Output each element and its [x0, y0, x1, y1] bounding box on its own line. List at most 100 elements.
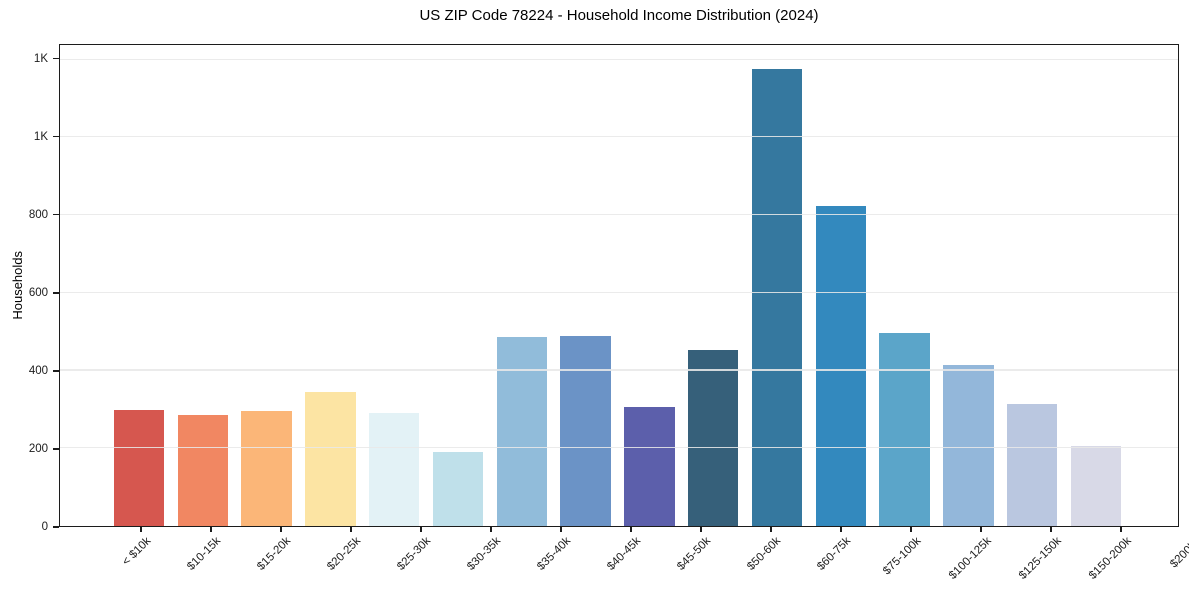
x-tick-slot [736, 527, 806, 532]
bar-slot [554, 45, 618, 526]
bars-container [60, 45, 1178, 526]
bar-slot [618, 45, 682, 526]
x-tick-slot [806, 527, 876, 532]
x-tick-label: $40-45k [605, 535, 644, 573]
x-label-slot: $20-25k [316, 533, 386, 589]
x-tick-slot [456, 527, 526, 532]
bar-slot [1000, 45, 1064, 526]
x-tick-mark [140, 527, 142, 532]
x-tick-label: $10-15k [185, 535, 224, 573]
gridline [60, 58, 1178, 60]
x-label-slot: < $10k [106, 533, 176, 589]
y-tick-mark [53, 292, 59, 294]
bar [815, 205, 867, 526]
x-label-slot: $10-15k [176, 533, 246, 589]
x-tick-mark [210, 527, 212, 532]
x-tick-label: $60-75k [815, 535, 854, 573]
x-label-slot: $200k+ [1156, 533, 1189, 589]
x-tick-label: $45-50k [675, 535, 714, 573]
gridline [60, 369, 1178, 371]
x-tick-mark [1120, 527, 1122, 532]
x-tick-mark [280, 527, 282, 532]
x-axis-ticks [59, 527, 1189, 532]
y-axis: 0 200 400 600 800 1K 1K [0, 44, 59, 533]
x-tick-mark [490, 527, 492, 532]
gridline [60, 136, 1178, 138]
bar [1007, 404, 1058, 526]
x-label-slot: $150-200k [1086, 533, 1156, 589]
x-tick-slot [106, 527, 176, 532]
x-tick-mark [910, 527, 912, 532]
bar-slot [426, 45, 490, 526]
x-tick-label: $200k+ [1168, 535, 1189, 571]
x-tick-label: < $10k [120, 535, 154, 569]
x-label-slot: $75-100k [876, 533, 946, 589]
y-tick-label: 200 [28, 442, 48, 455]
bar-slot [235, 45, 299, 526]
gridline [60, 291, 1178, 293]
bar [241, 411, 292, 526]
bar [624, 407, 675, 526]
x-tick-slot [1086, 527, 1156, 532]
y-tick-label: 0 [41, 521, 48, 533]
x-tick-mark [840, 527, 842, 532]
bar-slot [1064, 45, 1128, 526]
x-tick-slot [176, 527, 246, 532]
x-tick-mark [770, 527, 772, 532]
x-tick-label: $35-40k [535, 535, 574, 573]
y-tick-mark [53, 370, 59, 372]
x-tick-label: $50-60k [745, 535, 784, 573]
y-tick-label: 800 [28, 208, 48, 221]
x-tick-mark [560, 527, 562, 532]
bar [496, 336, 547, 526]
x-tick-slot [1016, 527, 1086, 532]
y-tick-label: 1K [33, 130, 48, 143]
x-label-slot: $60-75k [806, 533, 876, 589]
y-tick-label: 400 [28, 364, 48, 377]
x-tick-label: $100-125k [946, 535, 994, 582]
gridline [60, 214, 1178, 216]
bar [177, 415, 228, 526]
x-tick-slot [946, 527, 1016, 532]
x-tick-slot [666, 527, 736, 532]
bar [879, 333, 930, 526]
x-label-slot: $40-45k [596, 533, 666, 589]
x-tick-label: $125-150k [1016, 535, 1064, 582]
bar-slot [490, 45, 554, 526]
x-tick-label: $150-200k [1086, 535, 1134, 582]
x-tick-mark [420, 527, 422, 532]
bar-slot [107, 45, 171, 526]
bar [943, 365, 994, 526]
bar-slot [809, 45, 873, 526]
x-tick-label: $25-30k [395, 535, 434, 573]
y-tick-mark [53, 136, 59, 138]
x-tick-slot [1156, 527, 1189, 532]
x-tick-slot [246, 527, 316, 532]
x-tick-slot [876, 527, 946, 532]
x-label-slot: $45-50k [666, 533, 736, 589]
x-axis-labels: < $10k $10-15k $15-20k $20-25k $25-30k $30-35… [59, 533, 1189, 589]
x-label-slot: $15-20k [246, 533, 316, 589]
x-tick-slot [526, 527, 596, 532]
x-tick-label: $20-25k [325, 535, 364, 573]
x-tick-mark [350, 527, 352, 532]
x-tick-slot [316, 527, 386, 532]
bar-slot [298, 45, 362, 526]
bar [688, 350, 739, 526]
x-tick-mark [700, 527, 702, 532]
bar [432, 452, 484, 526]
plot-area [59, 44, 1179, 527]
chart-title: US ZIP Code 78224 - Household Income Dis… [419, 7, 819, 24]
x-tick-mark [630, 527, 632, 532]
x-label-slot: $125-150k [1016, 533, 1086, 589]
x-label-slot: $30-35k [456, 533, 526, 589]
bar-slot [681, 45, 745, 526]
x-tick-label: $75-100k [881, 535, 924, 578]
y-tick-mark [53, 58, 59, 60]
bar-slot [745, 45, 809, 526]
x-tick-slot [386, 527, 456, 532]
bar-slot [171, 45, 235, 526]
y-tick-mark [53, 526, 59, 528]
bar [113, 410, 165, 526]
bar [751, 68, 803, 526]
